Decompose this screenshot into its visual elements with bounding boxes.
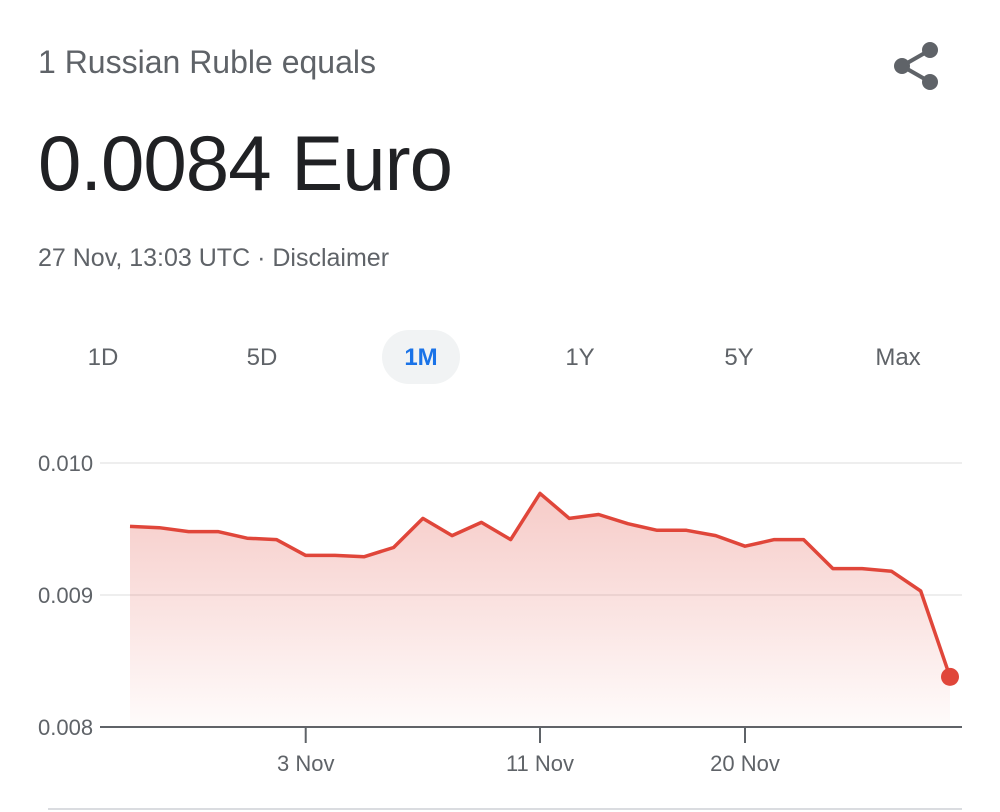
disclaimer-link[interactable]: Disclaimer	[272, 244, 390, 272]
timestamp-line: 27 Nov, 13:03 UTC · Disclaimer	[38, 244, 390, 272]
range-tab[interactable]: 5D	[247, 344, 278, 371]
range-tab[interactable]: 5Y	[724, 344, 753, 371]
current-point	[941, 667, 959, 686]
x-tick-label: 11 Nov	[506, 751, 574, 776]
line	[129, 491, 952, 678]
range-tab[interactable]: 1Y	[565, 344, 594, 371]
area	[130, 493, 950, 727]
conversion-title: 1 Russian Ruble equals	[38, 44, 376, 80]
selected-tab-bg	[382, 330, 460, 384]
range-tab[interactable]: 1M	[404, 344, 437, 371]
x-tick-label: 3 Nov	[277, 751, 334, 776]
x-tick-label: 20 Nov	[710, 751, 780, 776]
timestamp: 27 Nov, 13:03 UTC	[38, 244, 251, 272]
y-tick-label: 0.008	[38, 715, 93, 740]
share-icon[interactable]	[894, 42, 938, 90]
range-tab[interactable]: 1D	[88, 344, 119, 371]
range-tab[interactable]: Max	[875, 344, 920, 371]
y-tick-label: 0.010	[38, 451, 93, 476]
y-tick-label: 0.009	[38, 583, 93, 608]
conversion-rate: 0.0084 Euro	[38, 119, 453, 207]
